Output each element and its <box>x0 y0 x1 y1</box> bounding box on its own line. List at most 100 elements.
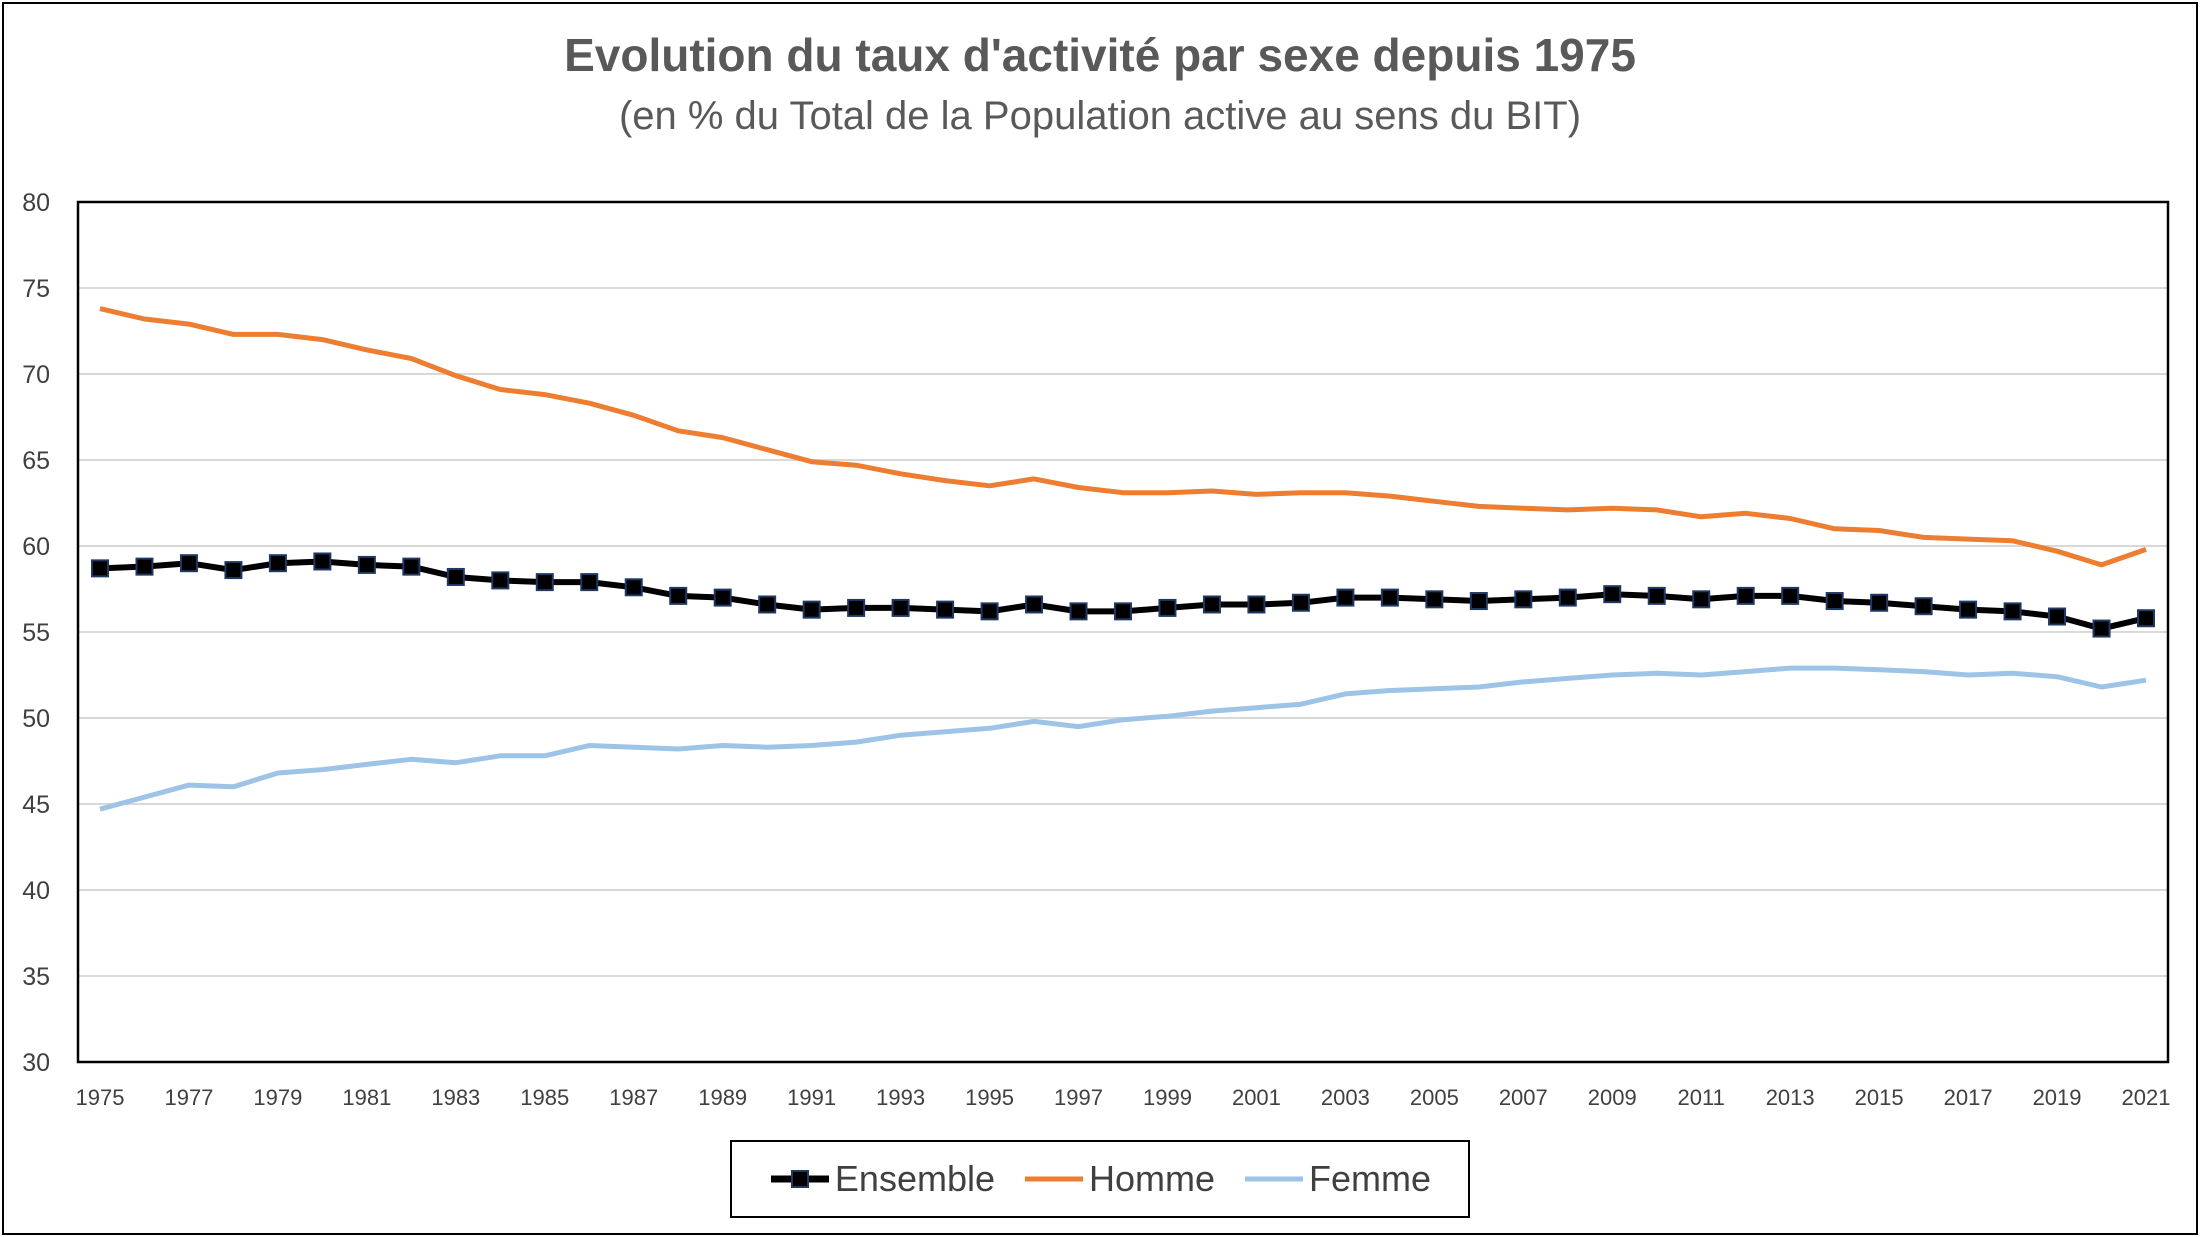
chart-title: Evolution du taux d'activité par sexe de… <box>564 29 1636 81</box>
data-point-ensemble <box>535 573 554 592</box>
data-point-ensemble <box>491 571 510 590</box>
data-point-ensemble <box>402 557 421 576</box>
x-tick-label: 1995 <box>965 1085 1014 1110</box>
data-point-ensemble <box>1692 590 1711 609</box>
series-lines <box>91 306 2155 812</box>
data-point-ensemble <box>2048 607 2067 626</box>
x-tick-label: 1999 <box>1143 1085 1192 1110</box>
x-axis-ticks: 1975 1977 1979 1981 1983 1985 1987 1989 1991 1993… <box>76 1085 2171 1110</box>
data-point-ensemble <box>1558 588 1577 607</box>
data-point-ensemble <box>758 595 777 614</box>
data-point-ensemble <box>2003 602 2022 621</box>
data-point-ensemble <box>624 578 643 597</box>
data-point-ensemble <box>1291 593 1310 612</box>
legend: Ensemble Homme Femme <box>730 1140 1470 1218</box>
data-point-ensemble <box>980 602 999 621</box>
series-homme <box>99 306 2147 568</box>
series-femme <box>99 665 2147 812</box>
data-point-ensemble <box>1603 585 1622 604</box>
data-point-ensemble <box>847 598 866 617</box>
legend-item-femme: Femme <box>1243 1158 1431 1200</box>
legend-label-homme: Homme <box>1089 1158 1216 1199</box>
data-point-ensemble <box>1514 590 1533 609</box>
gridlines <box>78 287 2168 977</box>
data-point-ensemble <box>713 588 732 607</box>
y-tick-label: 45 <box>22 791 50 819</box>
chart-subtitle: (en % du Total de la Population active a… <box>618 94 1582 138</box>
x-tick-label: 2001 <box>1232 1085 1281 1110</box>
data-point-ensemble <box>1781 586 1800 605</box>
x-tick-label: 1975 <box>76 1085 125 1110</box>
x-tick-label: 2017 <box>1944 1085 1993 1110</box>
x-tick-label: 2019 <box>2033 1085 2082 1110</box>
data-point-ensemble <box>2137 609 2155 628</box>
data-point-ensemble <box>446 567 465 586</box>
data-point-ensemble <box>1647 586 1666 605</box>
x-tick-label: 2013 <box>1766 1085 1815 1110</box>
x-tick-label: 2009 <box>1588 1085 1637 1110</box>
x-tick-label: 2021 <box>2122 1085 2171 1110</box>
data-point-ensemble <box>1870 593 1889 612</box>
data-point-ensemble <box>224 561 243 580</box>
legend-item-ensemble: Ensemble <box>769 1158 995 1200</box>
legend-swatch-femme <box>1245 1176 1304 1182</box>
x-tick-label: 1997 <box>1054 1085 1103 1110</box>
data-point-ensemble <box>179 554 198 573</box>
y-tick-label: 30 <box>22 1049 50 1077</box>
data-point-ensemble <box>1336 588 1355 607</box>
legend-label-femme: Femme <box>1309 1158 1432 1199</box>
data-point-ensemble <box>1247 595 1266 614</box>
y-tick-label: 70 <box>22 361 50 389</box>
y-tick-label: 55 <box>22 619 50 647</box>
data-point-ensemble <box>1736 586 1755 605</box>
plot-area-border <box>76 200 2170 1064</box>
y-tick-label: 50 <box>22 705 50 733</box>
y-tick-label: 35 <box>22 963 50 991</box>
x-tick-label: 1977 <box>164 1085 213 1110</box>
series-line-homme <box>99 306 2147 568</box>
data-point-ensemble <box>1825 592 1844 611</box>
x-tick-label: 1981 <box>342 1085 391 1110</box>
data-point-ensemble <box>1425 590 1444 609</box>
legend-label-ensemble: Ensemble <box>834 1158 996 1199</box>
data-point-ensemble <box>580 573 599 592</box>
data-point-ensemble <box>1469 592 1488 611</box>
x-tick-label: 1993 <box>876 1085 925 1110</box>
x-tick-label: 2003 <box>1321 1085 1370 1110</box>
data-point-ensemble <box>802 600 821 619</box>
x-tick-label: 1987 <box>609 1085 658 1110</box>
x-tick-label: 2005 <box>1410 1085 1459 1110</box>
y-axis-ticks: 80 75 70 65 60 55 50 45 40 35 30 <box>22 189 50 1077</box>
data-point-ensemble <box>268 554 287 573</box>
x-tick-label: 1991 <box>787 1085 836 1110</box>
data-point-ensemble <box>357 555 376 574</box>
data-point-ensemble <box>1025 595 1044 614</box>
data-point-ensemble <box>313 552 332 571</box>
x-tick-label: 2015 <box>1855 1085 1904 1110</box>
x-tick-label: 1985 <box>520 1085 569 1110</box>
data-point-ensemble <box>91 559 109 578</box>
data-point-ensemble <box>1114 602 1132 621</box>
legend-swatch-ensemble <box>770 1170 829 1188</box>
x-tick-label: 2007 <box>1499 1085 1548 1110</box>
y-tick-label: 65 <box>22 447 50 475</box>
data-point-ensemble <box>891 598 910 617</box>
data-point-ensemble <box>1959 600 1978 619</box>
data-point-ensemble <box>669 586 688 605</box>
y-tick-label: 80 <box>22 189 50 217</box>
y-tick-label: 75 <box>22 275 50 303</box>
y-tick-label: 60 <box>22 533 50 561</box>
legend-item-homme: Homme <box>1023 1158 1215 1200</box>
y-tick-label: 40 <box>22 877 50 905</box>
data-point-ensemble <box>1914 597 1933 616</box>
data-point-ensemble <box>135 557 154 576</box>
legend-swatch-homme <box>1025 1176 1084 1182</box>
data-point-ensemble <box>936 600 955 619</box>
x-tick-label: 2011 <box>1678 1085 1725 1110</box>
data-point-ensemble <box>2092 619 2111 638</box>
x-tick-label: 1983 <box>431 1085 480 1110</box>
series-line-femme <box>99 665 2147 812</box>
x-tick-label: 1979 <box>253 1085 302 1110</box>
